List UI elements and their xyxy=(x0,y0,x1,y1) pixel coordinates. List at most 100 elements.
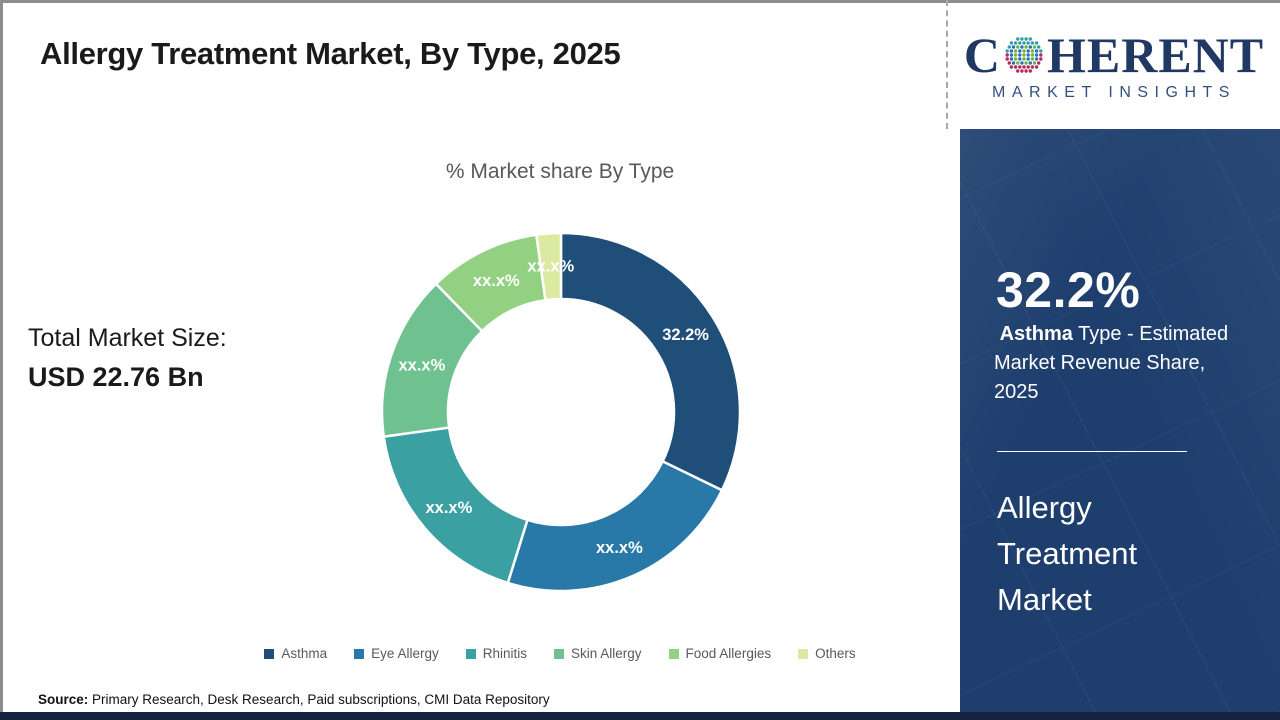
globe-dot xyxy=(1020,45,1024,49)
legend-label: Skin Allergy xyxy=(570,646,642,661)
donut-slice-eye-allergy xyxy=(506,460,724,593)
globe-dot xyxy=(1007,61,1011,65)
globe-dot xyxy=(1030,49,1035,53)
globe-dot xyxy=(1011,61,1016,65)
globe-dot xyxy=(1013,41,1018,45)
globe-dot xyxy=(1022,57,1026,61)
legend-item-asthma: Asthma xyxy=(264,646,327,661)
globe-dot xyxy=(1028,61,1032,65)
source-label: Source: xyxy=(38,692,89,707)
globe-dot xyxy=(1028,69,1032,73)
legend-label: Rhinitis xyxy=(482,646,527,661)
globe-dot xyxy=(1022,41,1026,45)
globe-dot xyxy=(1036,45,1041,49)
source-note: Source: Primary Research, Desk Research,… xyxy=(38,692,550,707)
globe-dot xyxy=(1020,37,1024,41)
globe-dot xyxy=(1013,57,1018,61)
legend-label: Others xyxy=(815,646,856,661)
logo-wordmark: C HERENT xyxy=(964,30,1264,80)
globe-dot xyxy=(1020,61,1024,65)
globe-dot xyxy=(1005,53,1009,57)
globe-dot xyxy=(1013,53,1018,57)
legend-label: Eye Allergy xyxy=(371,646,439,661)
globe-dot xyxy=(1034,49,1039,53)
globe-dot xyxy=(1032,45,1037,49)
globe-dot xyxy=(1039,57,1043,61)
sidebar-market-name: Allergy Treatment Market xyxy=(997,490,1138,617)
total-market-size-value: USD 22.76 Bn xyxy=(28,362,204,392)
globe-dot xyxy=(1022,65,1026,69)
logo-letters-herent: HERENT xyxy=(1046,27,1265,83)
globe-dot xyxy=(1011,45,1016,49)
legend: Asthma Eye Allergy Rhinitis Skin Allergy Foo… xyxy=(80,646,1040,661)
chart-title: % Market share By Type xyxy=(445,160,675,183)
globe-dot xyxy=(1007,45,1011,49)
legend-swatch xyxy=(668,648,679,659)
globe-dot xyxy=(1024,69,1028,73)
globe-dot xyxy=(1005,57,1009,61)
globe-dot xyxy=(1009,65,1014,69)
bottom-accent-bar xyxy=(0,712,1280,720)
sidebar-divider-line xyxy=(997,451,1187,452)
globe-dot xyxy=(1039,49,1043,53)
logo-subtitle: MARKET INSIGHTS xyxy=(992,84,1236,101)
legend-item-others: Others xyxy=(798,646,856,661)
globe-dot xyxy=(1030,41,1035,45)
globe-dot xyxy=(1018,41,1022,45)
slice-label-skin-allergy: xx.x% xyxy=(399,356,446,374)
legend-swatch xyxy=(354,648,365,659)
globe-dot xyxy=(1013,49,1018,53)
globe-dot xyxy=(1009,49,1014,53)
globe-dot xyxy=(1036,61,1041,65)
globe-dot xyxy=(1024,61,1028,65)
globe-dot xyxy=(1015,37,1020,41)
globe-dot xyxy=(1024,37,1028,41)
globe-dot xyxy=(1009,53,1014,57)
globe-dot xyxy=(1034,53,1039,57)
globe-dot xyxy=(1018,57,1022,61)
globe-icon xyxy=(1005,37,1043,73)
legend-swatch xyxy=(264,648,275,659)
globe-dot xyxy=(1013,65,1018,69)
legend-swatch xyxy=(465,648,476,659)
globe-dot xyxy=(1005,49,1009,53)
source-text: Primary Research, Desk Research, Paid su… xyxy=(88,692,550,707)
globe-dot xyxy=(1024,45,1028,49)
globe-dot xyxy=(1030,53,1035,57)
globe-dot xyxy=(1018,49,1022,53)
stat-description-rest: Type - Estimated Market Revenue Share, 2… xyxy=(994,323,1234,403)
globe-dot xyxy=(1026,57,1030,61)
globe-dot xyxy=(1009,41,1014,45)
total-market-size-block: Total Market Size: USD 22.76 Bn xyxy=(28,324,227,393)
globe-dot xyxy=(1034,41,1039,45)
globe-dot xyxy=(1015,69,1020,73)
dashed-divider-line xyxy=(946,0,948,129)
donut-chart: 32.2% xx.x% xx.x% xx.x% xx.x% xx.x% xyxy=(380,231,742,593)
globe-dot xyxy=(1039,53,1043,57)
legend-item-food-allergies: Food Allergies xyxy=(668,646,771,661)
globe-dot xyxy=(1018,53,1022,57)
globe-dot xyxy=(1026,49,1030,53)
globe-dot xyxy=(1032,61,1037,65)
globe-dot xyxy=(1009,57,1014,61)
coherent-market-insights-logo: C HERENT MARKET INSIGHTS xyxy=(948,3,1280,129)
globe-dot xyxy=(1034,57,1039,61)
legend-swatch xyxy=(798,648,809,659)
sidebar: 32.2% Asthma Type - Estimated Market Rev… xyxy=(960,129,1280,712)
globe-dot xyxy=(1026,65,1030,69)
globe-dot xyxy=(1026,41,1030,45)
legend-item-skin-allergy: Skin Allergy xyxy=(553,646,642,661)
donut-slice-asthma xyxy=(559,231,742,492)
page-title: Allergy Treatment Market, By Type, 2025 xyxy=(40,36,621,71)
legend-label: Asthma xyxy=(281,646,328,661)
legend-item-eye-allergy: Eye Allergy xyxy=(354,646,439,661)
stat-description: Asthma Type - Estimated Market Revenue S… xyxy=(994,320,1250,407)
globe-dot xyxy=(1015,45,1020,49)
globe-dot xyxy=(1028,37,1032,41)
globe-dot xyxy=(1015,61,1020,65)
legend-item-rhinitis: Rhinitis xyxy=(465,646,527,661)
stat-value: 32.2% xyxy=(996,262,1141,318)
slice-label-food-allergies: xx.x% xyxy=(473,272,520,290)
left-border xyxy=(0,0,3,712)
top-border xyxy=(0,0,1280,3)
